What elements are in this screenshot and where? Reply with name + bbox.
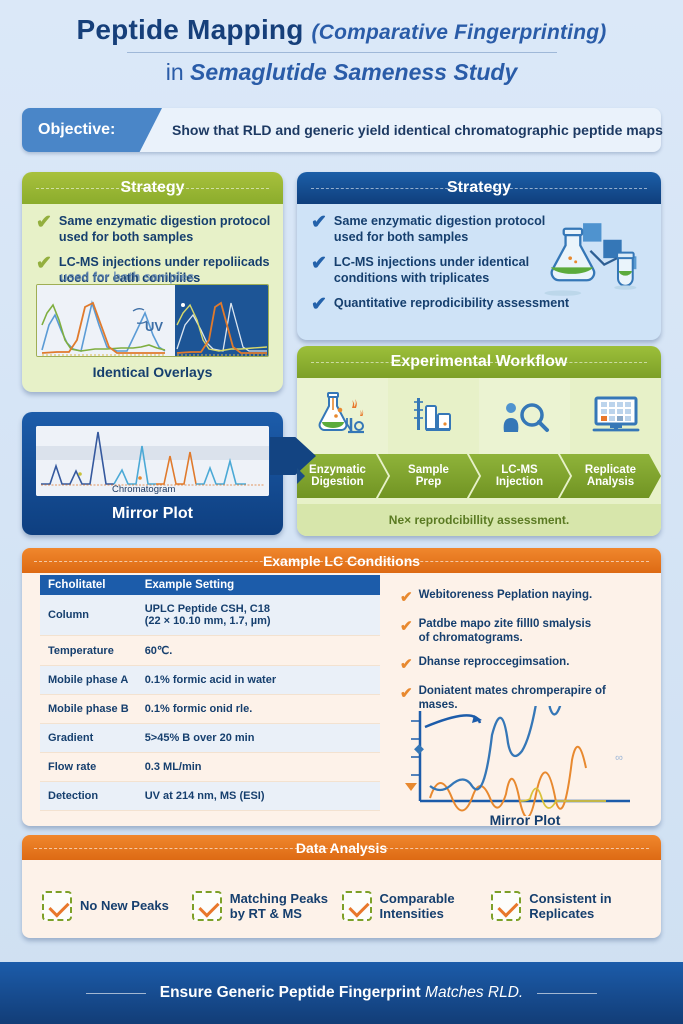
svg-text:Chromatogram: Chromatogram bbox=[112, 484, 175, 495]
svg-text:UV: UV bbox=[145, 319, 163, 334]
svg-text:∞: ∞ bbox=[615, 752, 623, 764]
